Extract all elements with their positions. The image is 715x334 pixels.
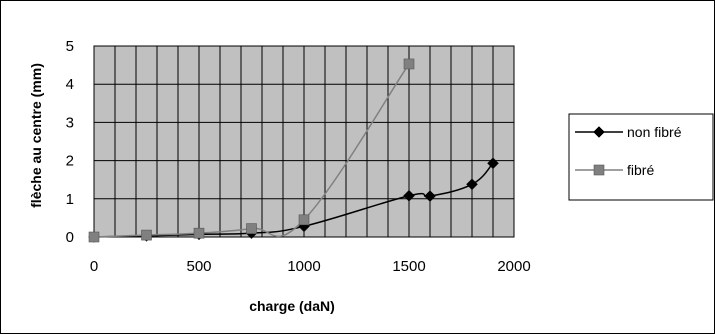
x-tick-label: 0 [90,258,98,275]
data-point-non-fibre [424,190,436,202]
data-point-fibre [193,227,205,239]
x-tick-label: 2000 [497,258,530,275]
data-point-non-fibre [466,178,478,191]
legend-marker-fibre [593,164,605,176]
y-tick-label: 0 [66,229,74,246]
series-fibre [88,58,415,243]
y-tick-label: 2 [66,153,74,170]
grid-lines [94,46,514,237]
y-axis-ticks: 0 1 2 3 4 5 [66,38,74,246]
legend-marker-non-fibre [593,126,605,138]
x-tick-label: 1500 [392,258,425,275]
x-axis-ticks: 0 500 1000 1500 2000 [90,258,531,275]
x-tick-label: 1000 [287,258,320,275]
y-tick-label: 1 [66,191,74,208]
legend-label-fibre: fibré [627,162,654,178]
data-point-fibre [141,229,152,241]
data-point-fibre [88,231,100,243]
legend-box [568,113,714,201]
data-point-fibre [246,223,257,234]
plot-area [93,45,515,238]
series-layer [88,58,499,243]
data-point-fibre [298,214,310,226]
y-tick-label: 5 [66,38,74,55]
y-tick-label: 3 [66,114,74,131]
data-point-non-fibre [403,189,415,202]
y-tick-label: 4 [66,76,74,93]
legend-label-non-fibre: non fibré [627,124,682,140]
data-point-non-fibre [487,157,499,170]
x-tick-label: 500 [186,258,211,275]
plot-border [93,45,515,238]
y-axis-title: flèche au centre (mm) [28,63,44,208]
data-point-fibre [403,58,415,70]
x-axis-title: charge (daN) [249,298,335,314]
legend: non fibré fibré [568,113,714,201]
